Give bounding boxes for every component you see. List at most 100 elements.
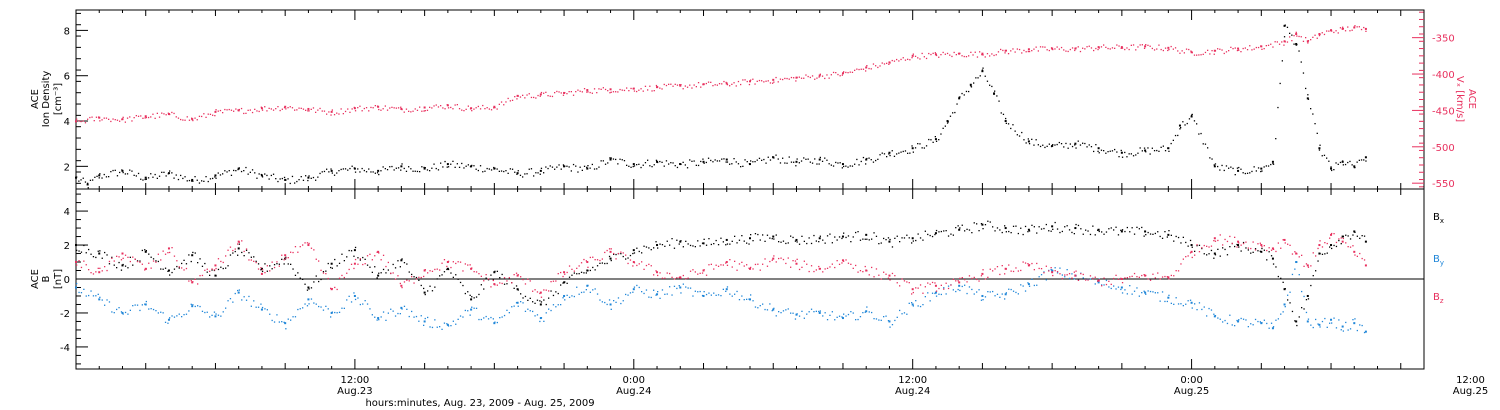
- by-dot: [859, 316, 862, 318]
- by-dot: [762, 303, 764, 305]
- velocity-dot: [1143, 47, 1146, 49]
- density-dot: [832, 165, 835, 167]
- density-dot: [323, 170, 326, 173]
- bx-point: [75, 244, 77, 247]
- bx-point: [1190, 244, 1193, 247]
- density-dot: [321, 171, 323, 173]
- velocity-dot: [796, 76, 798, 79]
- density-dot: [1105, 152, 1107, 154]
- by-dot: [104, 304, 106, 306]
- bz-dot: [346, 272, 348, 274]
- velocity-dot: [429, 106, 431, 108]
- bz-dot: [183, 269, 185, 271]
- by-point: [121, 311, 124, 314]
- velocity-dot: [949, 54, 951, 56]
- by-dot: [1198, 302, 1201, 304]
- bz-dot: [771, 259, 773, 261]
- by-dot: [524, 310, 527, 312]
- bx-point: [1260, 250, 1263, 253]
- bx-dot: [269, 265, 271, 267]
- density-dot: [973, 82, 975, 84]
- velocity-dot: [1354, 25, 1356, 27]
- density-dot: [209, 178, 212, 180]
- bz-dot: [197, 283, 199, 285]
- velocity-dot: [1232, 48, 1234, 50]
- velocity-dot: [1221, 49, 1223, 51]
- velocity-dot: [1284, 41, 1286, 43]
- by-dot: [1147, 290, 1149, 292]
- velocity-dot: [368, 110, 370, 112]
- density-dot: [251, 169, 254, 171]
- by-dot: [283, 321, 285, 323]
- bx-dot: [524, 295, 527, 298]
- velocity-dot: [917, 57, 919, 59]
- velocity-point: [1144, 45, 1147, 48]
- velocity-dot: [586, 91, 588, 93]
- bz-dot: [1075, 270, 1077, 272]
- bz-dot: [1287, 243, 1289, 245]
- density-point: [1190, 115, 1193, 118]
- velocity-dot: [955, 54, 957, 56]
- velocity-dot: [142, 117, 144, 119]
- velocity-dot: [122, 116, 124, 118]
- bx-dot: [645, 246, 648, 248]
- bz-dot: [625, 254, 627, 256]
- velocity-dot: [898, 60, 900, 62]
- bz-dot: [266, 265, 268, 267]
- density-point: [841, 163, 844, 166]
- bz-dot: [620, 251, 622, 253]
- bx-dot: [1321, 253, 1324, 255]
- bx-dot: [406, 263, 408, 265]
- bz-dot: [1180, 263, 1182, 265]
- by-dot: [746, 298, 748, 300]
- velocity-dot: [135, 115, 137, 117]
- bz-dot: [283, 259, 285, 261]
- density-dot: [746, 161, 748, 163]
- density-dot: [679, 163, 681, 165]
- bx-dot: [423, 287, 425, 290]
- bz-dot: [260, 267, 262, 269]
- bx-dot: [181, 262, 183, 265]
- bx-dot: [1145, 234, 1147, 236]
- legend-entry-Bx: Bx: [1433, 212, 1444, 225]
- bz-dot: [782, 258, 785, 261]
- velocity-dot: [1330, 29, 1332, 31]
- velocity-dot: [881, 62, 883, 64]
- velocity-dot: [1004, 52, 1006, 54]
- bx-dot: [1001, 231, 1003, 234]
- bz-dot: [127, 256, 129, 258]
- bx-dot: [708, 238, 710, 240]
- by-dot: [1317, 323, 1319, 325]
- velocity-point: [725, 82, 728, 85]
- bz-dot: [1177, 270, 1180, 272]
- by-dot: [483, 317, 485, 319]
- bx-dot: [185, 263, 188, 265]
- velocity-point: [934, 53, 937, 56]
- bz-point: [1237, 240, 1240, 243]
- bz-dot: [188, 280, 190, 282]
- density-dot: [604, 163, 607, 165]
- density-dot: [163, 171, 165, 173]
- density-dot: [433, 163, 435, 165]
- bx-dot: [1296, 324, 1298, 327]
- bz-dot: [83, 260, 85, 262]
- velocity-dot: [188, 119, 191, 121]
- by-dot: [757, 307, 759, 309]
- density-dot: [633, 165, 636, 167]
- density-dot: [934, 136, 936, 138]
- density-dot: [82, 177, 84, 179]
- density-dot: [328, 171, 330, 173]
- velocity-dot: [150, 116, 152, 118]
- bx-dot: [1196, 245, 1198, 247]
- density-dot: [243, 170, 245, 172]
- velocity-dot: [1283, 44, 1285, 46]
- density-dot: [1067, 147, 1069, 149]
- velocity-dot: [963, 55, 965, 58]
- bx-dot: [810, 242, 813, 245]
- bz-dot: [940, 284, 942, 286]
- velocity-dot: [400, 106, 402, 108]
- density-dot: [928, 138, 930, 141]
- density-dot: [821, 160, 824, 162]
- velocity-dot: [447, 107, 450, 109]
- density-dot: [862, 156, 865, 159]
